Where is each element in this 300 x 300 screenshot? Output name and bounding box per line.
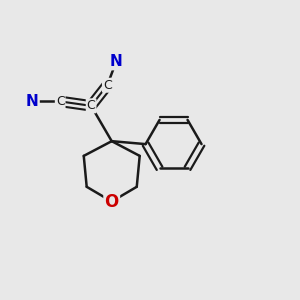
Text: C: C	[87, 99, 95, 112]
Text: C: C	[103, 79, 112, 92]
Text: N: N	[26, 94, 39, 109]
Text: O: O	[105, 193, 119, 211]
Text: C: C	[56, 95, 64, 108]
Text: N: N	[110, 54, 122, 69]
